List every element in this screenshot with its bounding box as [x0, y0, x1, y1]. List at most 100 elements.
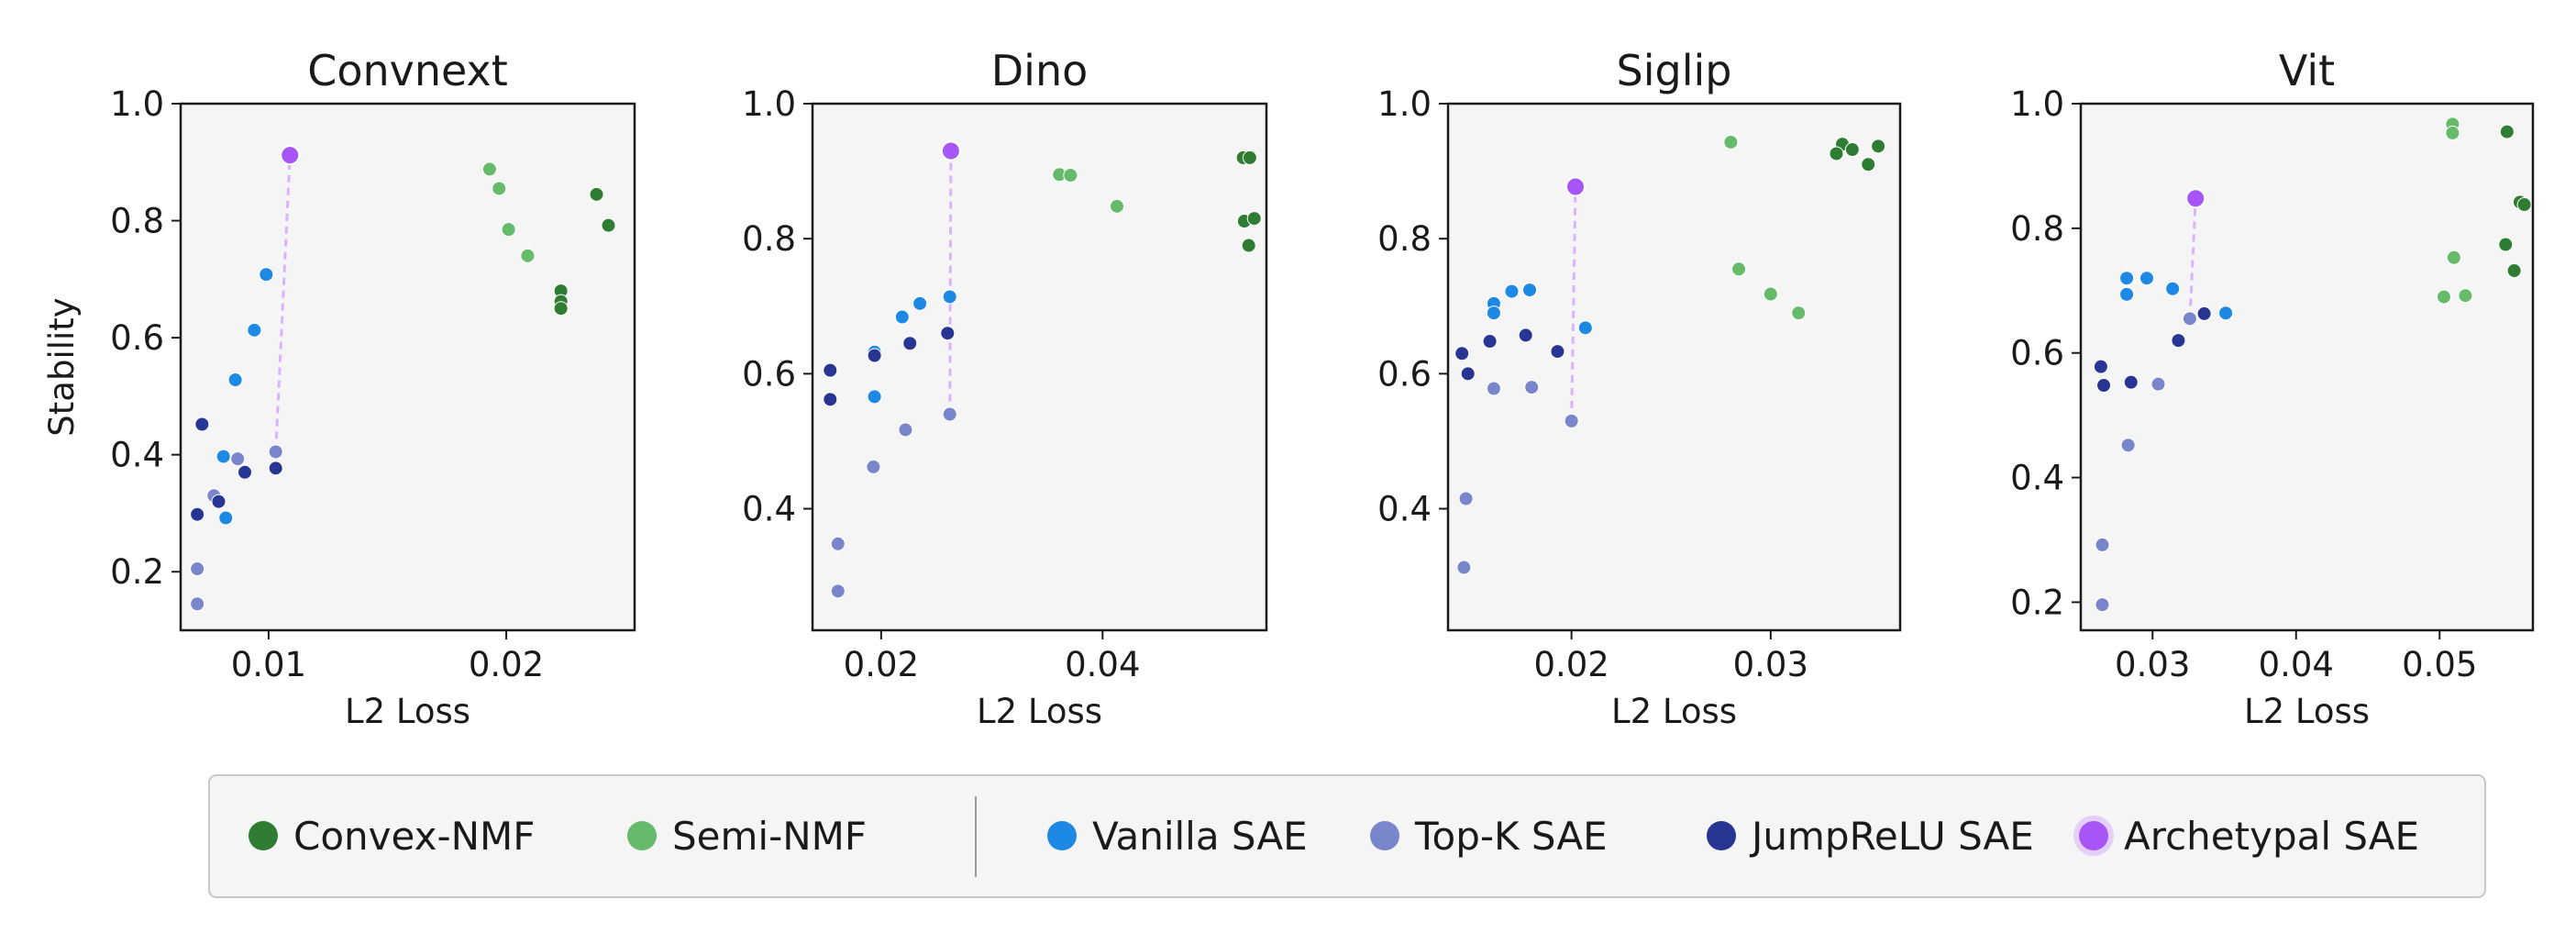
legend-marker-archetypal-sae: [2079, 821, 2108, 850]
point-convex-nmf: [589, 186, 604, 202]
point-vanilla-sae: [912, 295, 928, 311]
point-jumprelu-sae: [1460, 366, 1476, 382]
point-top-k-sae: [1456, 560, 1472, 575]
point-jumprelu-sae: [2123, 374, 2139, 390]
chart-title: Dino: [991, 46, 1089, 95]
point-jumprelu-sae: [2171, 333, 2186, 349]
point-top-k-sae: [1564, 413, 1579, 428]
y-tick-label: 1.0: [1377, 84, 1432, 124]
point-convex-nmf: [1861, 157, 1876, 172]
point-convex-nmf: [2516, 197, 2532, 213]
point-archetypal-sae: [940, 140, 961, 161]
point-vanilla-sae: [867, 389, 882, 405]
chart-title: Convnext: [307, 46, 508, 95]
x-tick-label: 0.03: [1733, 645, 1808, 684]
plot-area: [1448, 104, 1900, 630]
x-tick-label: 0.02: [469, 645, 544, 684]
point-jumprelu-sae: [823, 392, 838, 407]
point-vanilla-sae: [216, 449, 231, 464]
y-tick-label: 0.4: [2010, 459, 2064, 498]
point-vanilla-sae: [1486, 305, 1501, 321]
point-convex-nmf: [2506, 263, 2522, 279]
axes-frame: [179, 102, 636, 632]
legend-label-semi-nmf: Semi-NMF: [672, 814, 867, 859]
plot-area: [813, 104, 1266, 630]
point-semi-nmf: [1110, 198, 1125, 214]
x-tick-label: 0.01: [231, 645, 306, 684]
archetypal-connector-line: [2188, 198, 2197, 319]
point-jumprelu-sae: [940, 326, 956, 341]
y-tick-label: 1.0: [110, 84, 164, 124]
legend-box: [208, 774, 2486, 898]
archetypal-connector-line: [1570, 186, 1577, 421]
chart-title: Vit: [2279, 46, 2335, 95]
point-top-k-sae: [830, 583, 846, 599]
point-convex-nmf: [2498, 237, 2514, 252]
x-axis-label: L2 Loss: [977, 692, 1102, 731]
panel-dino: Dino 0.4 0.6 0.8 1.0 0.02 0.04 L2 Loss: [742, 46, 1268, 731]
point-top-k-sae: [1458, 491, 1474, 506]
point-convex-nmf: [1241, 238, 1256, 253]
axes-frame: [811, 102, 1268, 632]
point-semi-nmf: [2446, 250, 2461, 265]
point-vanilla-sae: [2119, 286, 2135, 302]
point-vanilla-sae: [247, 322, 262, 338]
point-convex-nmf: [1242, 150, 1257, 165]
point-jumprelu-sae: [190, 506, 205, 522]
legend-marker-jumprelu-sae: [1707, 821, 1736, 850]
y-tick-label: 1.0: [2010, 84, 2064, 124]
point-jumprelu-sae: [1482, 334, 1498, 350]
axes-frame: [1446, 102, 1902, 632]
y-tick-label: 0.2: [2010, 583, 2064, 622]
point-vanilla-sae: [2119, 271, 2135, 286]
legend-marker-top-k-sae: [1370, 821, 1399, 850]
point-semi-nmf: [2445, 125, 2460, 140]
point-jumprelu-sae: [823, 362, 838, 378]
x-tick-label: 0.02: [1533, 645, 1609, 684]
legend-label-top-k-sae: Top-K SAE: [1414, 814, 1608, 859]
y-tick-label: 0.4: [110, 436, 164, 475]
panel-vit: Vit 0.2 0.4 0.6 0.8 1.0 0.03 0.04 0.05 L2 Loss: [2010, 46, 2535, 731]
point-vanilla-sae: [227, 372, 243, 388]
y-tick-label: 0.6: [742, 354, 796, 394]
y-tick-label: 0.2: [110, 552, 164, 592]
point-jumprelu-sae: [1550, 344, 1565, 360]
point-top-k-sae: [2182, 311, 2197, 327]
point-jumprelu-sae: [1518, 328, 1533, 343]
point-jumprelu-sae: [867, 348, 882, 363]
panel-siglip: Siglip 0.4 0.6 0.8 1.0 0.02 0.03 L2 Loss: [1377, 46, 1902, 731]
y-tick-label: 0.6: [1377, 354, 1432, 394]
axes-frame: [2079, 102, 2535, 632]
point-archetypal-sae: [1564, 176, 1586, 197]
point-semi-nmf: [2458, 288, 2473, 304]
point-vanilla-sae: [259, 267, 274, 283]
archetypal-connector-line: [274, 155, 292, 452]
point-jumprelu-sae: [268, 461, 283, 476]
point-vanilla-sae: [894, 309, 910, 325]
legend-label-convex-nmf: Convex-NMF: [293, 814, 535, 859]
legend: Convex-NMF Semi-NMF Vanilla SAE Top-K SAE Ju…: [208, 774, 2486, 898]
point-vanilla-sae: [2165, 281, 2181, 296]
point-semi-nmf: [1731, 261, 1747, 277]
point-top-k-sae: [2150, 376, 2166, 392]
y-tick-label: 1.0: [742, 84, 796, 124]
point-semi-nmf: [481, 161, 497, 177]
point-top-k-sae: [1486, 381, 1501, 396]
point-vanilla-sae: [1504, 283, 1520, 299]
x-tick-label: 0.02: [844, 645, 919, 684]
point-archetypal-sae: [280, 145, 301, 166]
point-jumprelu-sae: [2096, 378, 2112, 394]
point-semi-nmf: [520, 248, 536, 263]
point-jumprelu-sae: [237, 464, 252, 480]
point-convex-nmf: [553, 301, 569, 317]
point-convex-nmf: [2499, 124, 2515, 139]
point-vanilla-sae: [218, 510, 234, 526]
point-semi-nmf: [1063, 168, 1078, 183]
panel-convnext: Convnext 0.2 0.4 0.6 0.8 1.0 0.01 0.02 L2 Loss St…: [42, 46, 636, 731]
point-vanilla-sae: [942, 289, 957, 305]
point-top-k-sae: [230, 451, 246, 467]
point-vanilla-sae: [2218, 305, 2234, 321]
point-archetypal-sae: [2185, 188, 2206, 209]
point-jumprelu-sae: [902, 336, 918, 351]
y-tick-label: 0.8: [1377, 219, 1432, 259]
